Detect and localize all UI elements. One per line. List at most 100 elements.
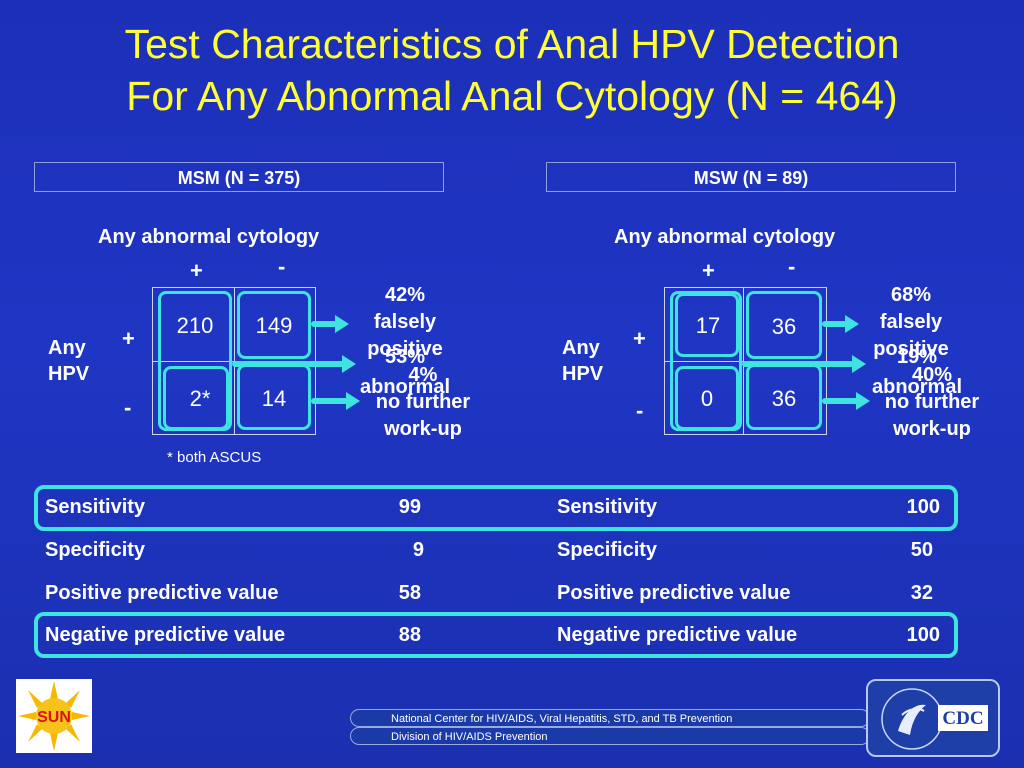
stat-value: 88 bbox=[398, 624, 421, 646]
msm-fp-highlight bbox=[237, 291, 311, 359]
stat-label: Specificity bbox=[557, 539, 658, 561]
stat-label: Negative predictive value bbox=[45, 624, 286, 646]
arrow-shaft bbox=[311, 398, 348, 404]
sensitivity-highlight bbox=[34, 485, 958, 531]
stat-value: 9 bbox=[412, 539, 424, 561]
stat-value: 100 bbox=[906, 496, 940, 518]
msm-annot-no-workup: 4% no further work-up bbox=[353, 362, 493, 443]
msw-cytology-label: Any abnormal cytology bbox=[614, 226, 836, 248]
msw-tp-highlight bbox=[675, 293, 739, 357]
msw-row-label-line1: Any bbox=[562, 337, 600, 359]
stat-label: Specificity bbox=[45, 539, 146, 561]
npv-highlight bbox=[34, 612, 958, 658]
sun-study-logo: SUN bbox=[16, 679, 92, 753]
msw-annot-no-workup: 40% no further work-up bbox=[862, 362, 1002, 443]
annot-line: falsely bbox=[373, 311, 437, 333]
annot-line: 68% bbox=[890, 284, 932, 306]
cdc-logo-text: CDC bbox=[942, 708, 983, 729]
arrow-right-icon bbox=[845, 315, 859, 333]
arrow-right-icon bbox=[346, 392, 360, 410]
msm-footnote: * both ASCUS bbox=[167, 449, 262, 466]
msm-annot-abnormal: 53% abnormal bbox=[340, 342, 470, 402]
stat-value: 32 bbox=[910, 582, 933, 604]
grid-line bbox=[664, 287, 665, 434]
annot-line: positive bbox=[367, 338, 443, 360]
arrow-shaft bbox=[742, 361, 854, 367]
msw-annot-false-positive: 68% falsely positive bbox=[846, 282, 976, 363]
msw-cell-fn: 0 bbox=[700, 386, 714, 411]
msm-row-plus: + bbox=[122, 326, 135, 351]
slide-title: Test Characteristics of Anal HPV Detecti… bbox=[0, 18, 1024, 122]
arrow-right-icon bbox=[856, 392, 870, 410]
msm-header: MSM (N = 375) bbox=[34, 162, 444, 192]
annot-line: abnormal bbox=[871, 376, 963, 398]
grid-line bbox=[743, 287, 744, 434]
annot-line: falsely bbox=[879, 311, 943, 333]
msw-row-label-line2: HPV bbox=[562, 363, 604, 385]
stat-label: Positive predictive value bbox=[45, 582, 279, 604]
arrow-shaft bbox=[822, 398, 858, 404]
msm-cell-fn: 2* bbox=[189, 386, 211, 411]
msm-row-minus: - bbox=[124, 395, 132, 420]
annot-line: no further bbox=[375, 391, 471, 413]
cdc-logo: CDC bbox=[866, 679, 1000, 757]
arrow-right-icon bbox=[335, 315, 349, 333]
annot-line: 40% bbox=[911, 364, 953, 386]
annot-line: positive bbox=[873, 338, 949, 360]
stat-label: Sensitivity bbox=[45, 496, 146, 518]
grid-line bbox=[664, 287, 827, 288]
stat-label: Positive predictive value bbox=[557, 582, 791, 604]
msm-col-minus: - bbox=[278, 254, 286, 279]
msw-header: MSW (N = 89) bbox=[546, 162, 956, 192]
msm-col-plus: + bbox=[190, 258, 203, 283]
annot-line: work-up bbox=[384, 418, 462, 440]
sun-logo-text: SUN bbox=[37, 709, 71, 726]
msm-cell-tp: 210 bbox=[176, 313, 214, 338]
msm-cell-tn: 14 bbox=[261, 386, 287, 411]
grid-line bbox=[664, 434, 827, 435]
title-line-2: For Any Abnormal Anal Cytology (N = 464) bbox=[126, 73, 898, 119]
grid-line bbox=[826, 287, 827, 434]
msm-row-label-line1: Any bbox=[48, 337, 86, 359]
annot-line: abnormal bbox=[359, 376, 451, 398]
arrow-right-icon bbox=[342, 355, 356, 373]
footer-division-name: Division of HIV/AIDS Prevention bbox=[350, 727, 870, 745]
msm-cell-fp: 149 bbox=[255, 313, 293, 338]
title-line-1: Test Characteristics of Anal HPV Detecti… bbox=[124, 21, 900, 67]
arrow-shaft bbox=[822, 321, 847, 327]
msm-row-label: Any HPV bbox=[48, 335, 89, 387]
grid-line bbox=[152, 434, 316, 435]
stat-value: 50 bbox=[910, 539, 933, 561]
stat-value: 58 bbox=[398, 582, 421, 604]
annot-line: work-up bbox=[893, 418, 971, 440]
msw-row-plus: + bbox=[633, 326, 646, 351]
annot-line: no further bbox=[884, 391, 980, 413]
msm-fn-highlight bbox=[163, 366, 229, 430]
stat-value: 100 bbox=[906, 624, 940, 646]
grid-line bbox=[234, 287, 235, 434]
stat-value: 99 bbox=[398, 496, 421, 518]
msw-fp-highlight bbox=[746, 291, 822, 359]
msm-cytology-label: Any abnormal cytology bbox=[98, 226, 320, 248]
annot-line: 53% bbox=[384, 346, 426, 368]
stat-label: Negative predictive value bbox=[557, 624, 798, 646]
msw-annot-abnormal: 19% abnormal bbox=[852, 342, 982, 402]
stat-label: Sensitivity bbox=[557, 496, 658, 518]
annot-line: 19% bbox=[896, 346, 938, 368]
msw-cell-tn: 36 bbox=[771, 386, 797, 411]
msw-row-label: Any HPV bbox=[562, 335, 603, 387]
msw-col-plus: + bbox=[702, 258, 715, 283]
msm-annot-false-positive: 42% falsely positive bbox=[340, 282, 470, 363]
arrow-shaft bbox=[232, 361, 344, 367]
arrow-shaft bbox=[311, 321, 337, 327]
msw-row-minus: - bbox=[636, 398, 644, 423]
msw-fn-highlight bbox=[675, 366, 739, 430]
grid-line bbox=[152, 287, 153, 434]
footer-center-name: National Center for HIV/AIDS, Viral Hepa… bbox=[350, 709, 870, 727]
annot-line: 4% bbox=[408, 364, 438, 386]
msm-row-label-line2: HPV bbox=[48, 363, 90, 385]
arrow-right-icon bbox=[852, 355, 866, 373]
msw-col-minus: - bbox=[788, 254, 796, 279]
msw-cell-tp: 17 bbox=[695, 313, 721, 338]
grid-line bbox=[315, 287, 316, 434]
